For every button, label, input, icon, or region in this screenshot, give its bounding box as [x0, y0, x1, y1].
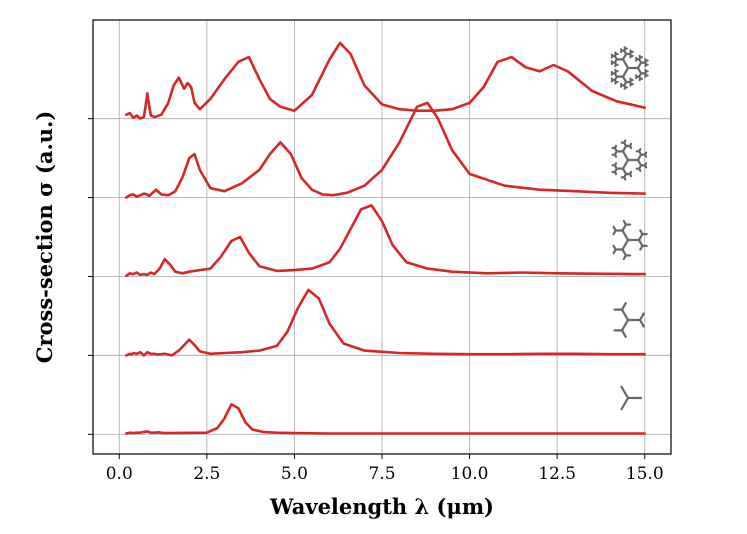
y-axis-label: Cross-section σ (a.u.)	[32, 111, 57, 364]
series-line-1	[125, 403, 646, 435]
x-tick-label: 7.5	[368, 464, 395, 484]
fractal-tree-generation-2-icon	[613, 302, 645, 338]
x-tick-label: 2.5	[193, 464, 220, 484]
fractal-tree-generation-5-icon	[610, 46, 649, 90]
x-tick-label: 5.0	[281, 464, 308, 484]
fractal-tree-generation-3-icon	[612, 219, 648, 261]
series-line-3	[125, 204, 646, 277]
x-tick-label: 0.0	[106, 464, 133, 484]
series-line-5	[125, 41, 646, 120]
series-lines	[125, 41, 646, 435]
series-line-4	[125, 101, 646, 199]
grid	[93, 20, 671, 454]
fractal-icons	[610, 46, 649, 411]
axis-ticks: 0.0 2.5 5.0 7.5 10.0 12.5 15.0	[88, 118, 664, 484]
x-tick-label: 10.0	[451, 464, 489, 484]
series-line-2	[125, 288, 646, 357]
x-tick-label: 15.0	[626, 464, 664, 484]
x-axis-label: Wavelength λ (μm)	[269, 494, 494, 519]
fractal-tree-generation-1-icon	[620, 385, 643, 411]
x-tick-label: 12.5	[538, 464, 576, 484]
fractal-tree-generation-4-icon	[611, 139, 648, 181]
